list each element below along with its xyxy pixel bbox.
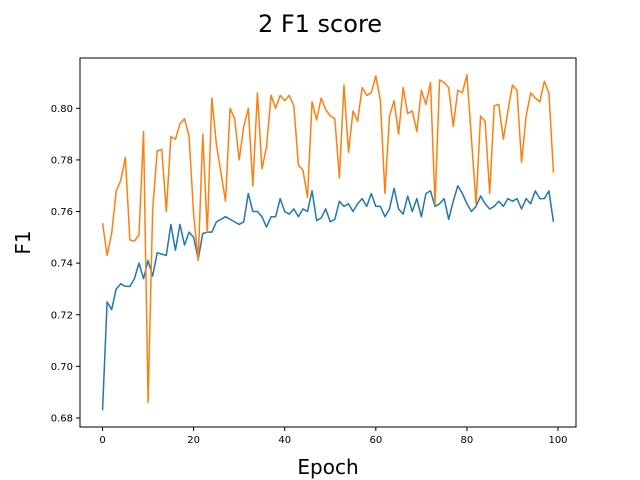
chart-title: 2 F1 score — [258, 10, 382, 38]
y-tick-label: 0.78 — [51, 155, 73, 166]
series-line-1 — [101, 184, 555, 411]
y-tick-label: 0.80 — [51, 104, 73, 115]
x-axis-label: Epoch — [297, 455, 358, 479]
x-tick-label: 80 — [461, 435, 474, 446]
x-tick-label: 100 — [548, 435, 567, 446]
y-axis-label: F1 — [11, 230, 35, 254]
x-tick-label: 40 — [278, 435, 291, 446]
axes-frame — [79, 57, 577, 428]
y-tick-label: 0.74 — [51, 259, 73, 270]
y-tick-label: 0.72 — [51, 310, 73, 321]
y-tick-label: 0.76 — [51, 207, 73, 218]
y-tick-label: 0.68 — [51, 413, 73, 424]
x-tick-label: 0 — [99, 435, 105, 446]
x-tick-label: 60 — [369, 435, 382, 446]
x-tick-label: 20 — [187, 435, 200, 446]
y-tick-label: 0.70 — [51, 362, 73, 373]
plot-area: 0 20 40 60 80 100 0.68 0.70 0.72 0.74 0.76 0.78 0.80 — [51, 74, 568, 446]
series-line-2 — [101, 74, 555, 404]
